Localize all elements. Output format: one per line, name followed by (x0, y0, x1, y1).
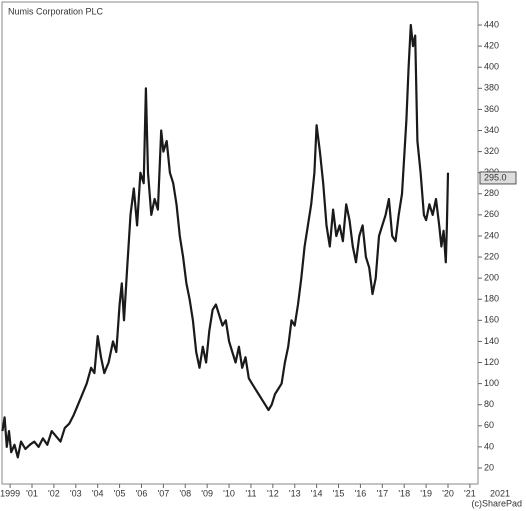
y-tick-label: 260 (484, 209, 499, 219)
price-line (1, 23, 450, 459)
x-tick-label: '19 (420, 488, 432, 498)
last-price-box (479, 171, 517, 185)
x-tick-label: '14 (311, 488, 323, 498)
x-tick-label: '16 (355, 488, 367, 498)
x-tick-label: '01 (26, 488, 38, 498)
x-tick-label: '07 (157, 488, 169, 498)
y-tick-label: 240 (484, 230, 499, 240)
x-tick-label: '17 (376, 488, 388, 498)
x-tick-label: '06 (136, 488, 148, 498)
y-tick-label: 180 (484, 294, 499, 304)
x-tick-label: '02 (48, 488, 60, 498)
x-axis-end-label: 2021 (490, 488, 510, 498)
credit: (c)SharePad (471, 498, 522, 508)
x-tick-label: '10 (223, 488, 235, 498)
y-tick-label: 420 (484, 41, 499, 51)
y-tick-label: 160 (484, 315, 499, 325)
x-tick-label: '03 (70, 488, 82, 498)
y-tick-label: 120 (484, 357, 499, 367)
x-tick-label: '05 (114, 488, 126, 498)
x-tick-label: '13 (289, 488, 301, 498)
y-tick-label: 20 (484, 462, 494, 472)
y-tick-label: 340 (484, 125, 499, 135)
x-tick-label: 1999 (0, 488, 20, 498)
x-tick-label: '04 (92, 488, 104, 498)
y-tick-label: 400 (484, 62, 499, 72)
x-tick-label: '18 (398, 488, 410, 498)
last-price-label: 295.0 (484, 172, 507, 182)
y-tick-label: 200 (484, 273, 499, 283)
y-tick-label: 360 (484, 104, 499, 114)
x-tick-label: '15 (333, 488, 345, 498)
y-tick-label: 380 (484, 83, 499, 93)
y-tick-label: 100 (484, 378, 499, 388)
y-tick-label: 60 (484, 420, 494, 430)
y-tick-label: 40 (484, 441, 494, 451)
x-tick-label: '21 (464, 488, 476, 498)
y-tick-label: 280 (484, 188, 499, 198)
chart-title: Numis Corporation PLC (8, 6, 104, 16)
y-tick-label: 440 (484, 19, 499, 29)
plot-frame (1, 1, 479, 485)
x-tick-label: '08 (179, 488, 191, 498)
y-tick-label: 80 (484, 399, 494, 409)
y-tick-label: 220 (484, 251, 499, 261)
x-tick-label: '20 (442, 488, 454, 498)
y-tick-label: 140 (484, 336, 499, 346)
y-tick-label: 320 (484, 146, 499, 156)
x-tick-label: '12 (267, 488, 279, 498)
x-tick-label: '09 (201, 488, 213, 498)
x-tick-label: '11 (245, 488, 256, 498)
